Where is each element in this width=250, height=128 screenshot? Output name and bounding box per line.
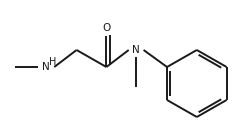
Text: N: N <box>132 45 140 55</box>
Text: O: O <box>102 23 110 33</box>
Text: N: N <box>42 62 50 72</box>
Text: H: H <box>50 57 57 67</box>
